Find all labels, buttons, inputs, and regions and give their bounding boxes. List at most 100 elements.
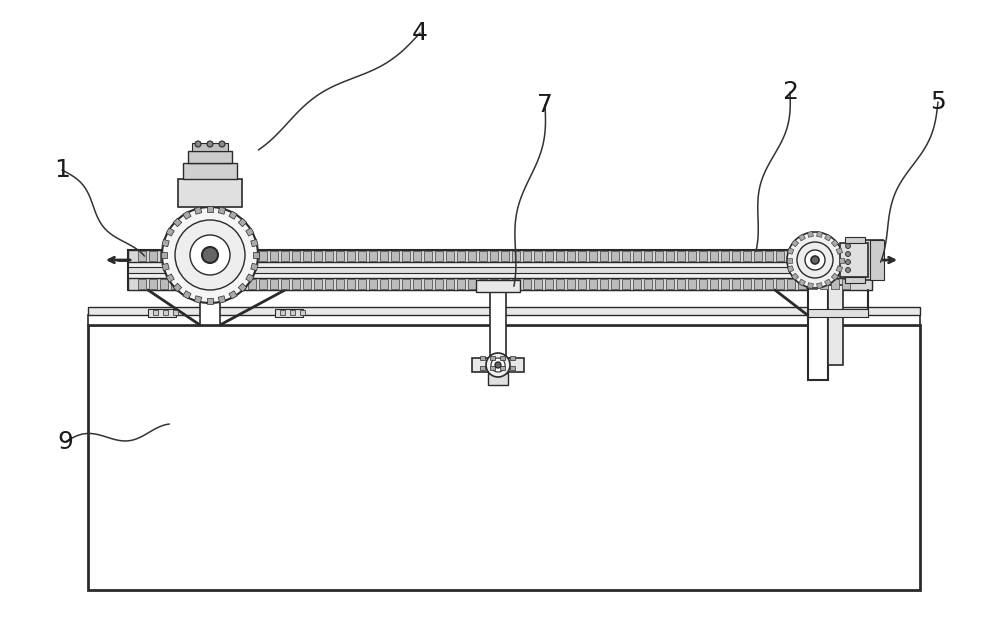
Bar — [182, 251, 190, 261]
Circle shape — [846, 267, 850, 273]
Bar — [128, 278, 872, 290]
Bar — [754, 279, 762, 289]
Bar — [457, 279, 465, 289]
Bar — [799, 234, 805, 241]
Bar — [567, 251, 575, 261]
Bar — [589, 279, 597, 289]
Bar — [166, 228, 174, 236]
Bar — [490, 279, 498, 289]
Bar — [809, 279, 817, 289]
Bar — [799, 279, 805, 286]
Bar — [193, 251, 201, 261]
Bar — [226, 279, 234, 289]
Bar — [292, 279, 300, 289]
Bar — [510, 366, 515, 370]
Bar — [413, 279, 421, 289]
Bar — [88, 307, 920, 315]
Bar — [435, 279, 443, 289]
Bar — [523, 251, 531, 261]
Bar — [776, 251, 784, 261]
Bar — [644, 279, 652, 289]
Bar — [510, 356, 515, 360]
Bar — [845, 237, 865, 243]
Bar — [292, 251, 300, 261]
Bar — [611, 251, 619, 261]
Bar — [153, 310, 158, 315]
Bar — [207, 206, 213, 212]
Bar — [787, 248, 794, 254]
Bar — [188, 151, 232, 163]
Bar — [688, 279, 696, 289]
Bar — [820, 279, 828, 289]
Bar — [655, 251, 663, 261]
Bar — [488, 373, 508, 385]
Bar — [215, 251, 223, 261]
Bar — [161, 252, 167, 258]
Bar — [765, 279, 773, 289]
Bar — [809, 251, 817, 261]
Bar — [787, 266, 794, 272]
Bar — [251, 264, 258, 270]
Bar — [476, 280, 520, 292]
Circle shape — [219, 141, 225, 147]
Bar — [248, 279, 256, 289]
Circle shape — [202, 247, 218, 263]
Bar — [578, 251, 586, 261]
Bar — [842, 279, 850, 289]
Bar — [178, 179, 242, 207]
Bar — [128, 267, 872, 273]
Circle shape — [491, 358, 505, 372]
Bar — [149, 279, 157, 289]
Bar — [468, 279, 476, 289]
Bar — [200, 285, 220, 325]
Bar — [490, 285, 506, 380]
Bar — [183, 291, 191, 299]
Bar — [270, 251, 278, 261]
Bar — [838, 257, 844, 262]
Bar — [251, 239, 258, 247]
Bar — [870, 240, 884, 280]
Bar — [380, 251, 388, 261]
Bar — [253, 252, 259, 258]
Bar — [798, 251, 806, 261]
Circle shape — [811, 256, 819, 264]
Bar — [831, 279, 839, 289]
Bar — [534, 251, 542, 261]
Bar — [808, 283, 813, 288]
Bar — [732, 251, 740, 261]
Bar — [831, 251, 839, 261]
Bar — [280, 310, 285, 315]
Bar — [710, 251, 718, 261]
Bar — [229, 291, 237, 299]
Bar — [237, 251, 245, 261]
Bar — [204, 279, 212, 289]
Bar — [173, 310, 178, 315]
Bar — [817, 283, 822, 288]
Bar — [391, 279, 399, 289]
Bar — [545, 279, 553, 289]
Bar — [246, 274, 254, 282]
Circle shape — [486, 353, 510, 377]
Bar — [808, 280, 828, 380]
Bar — [149, 251, 157, 261]
Bar — [808, 231, 813, 237]
Bar — [138, 279, 146, 289]
Bar — [825, 279, 831, 286]
Bar — [666, 251, 674, 261]
Bar — [845, 277, 865, 283]
Bar — [162, 239, 169, 247]
Bar — [160, 279, 168, 289]
Bar — [500, 356, 505, 360]
Bar — [567, 279, 575, 289]
Circle shape — [190, 235, 230, 275]
Bar — [743, 251, 751, 261]
Bar — [721, 251, 729, 261]
Bar — [633, 279, 641, 289]
Bar — [303, 251, 311, 261]
Bar — [218, 296, 226, 303]
Bar — [402, 279, 410, 289]
Circle shape — [805, 250, 825, 270]
Bar — [380, 279, 388, 289]
Bar — [472, 358, 524, 372]
Bar — [754, 251, 762, 261]
